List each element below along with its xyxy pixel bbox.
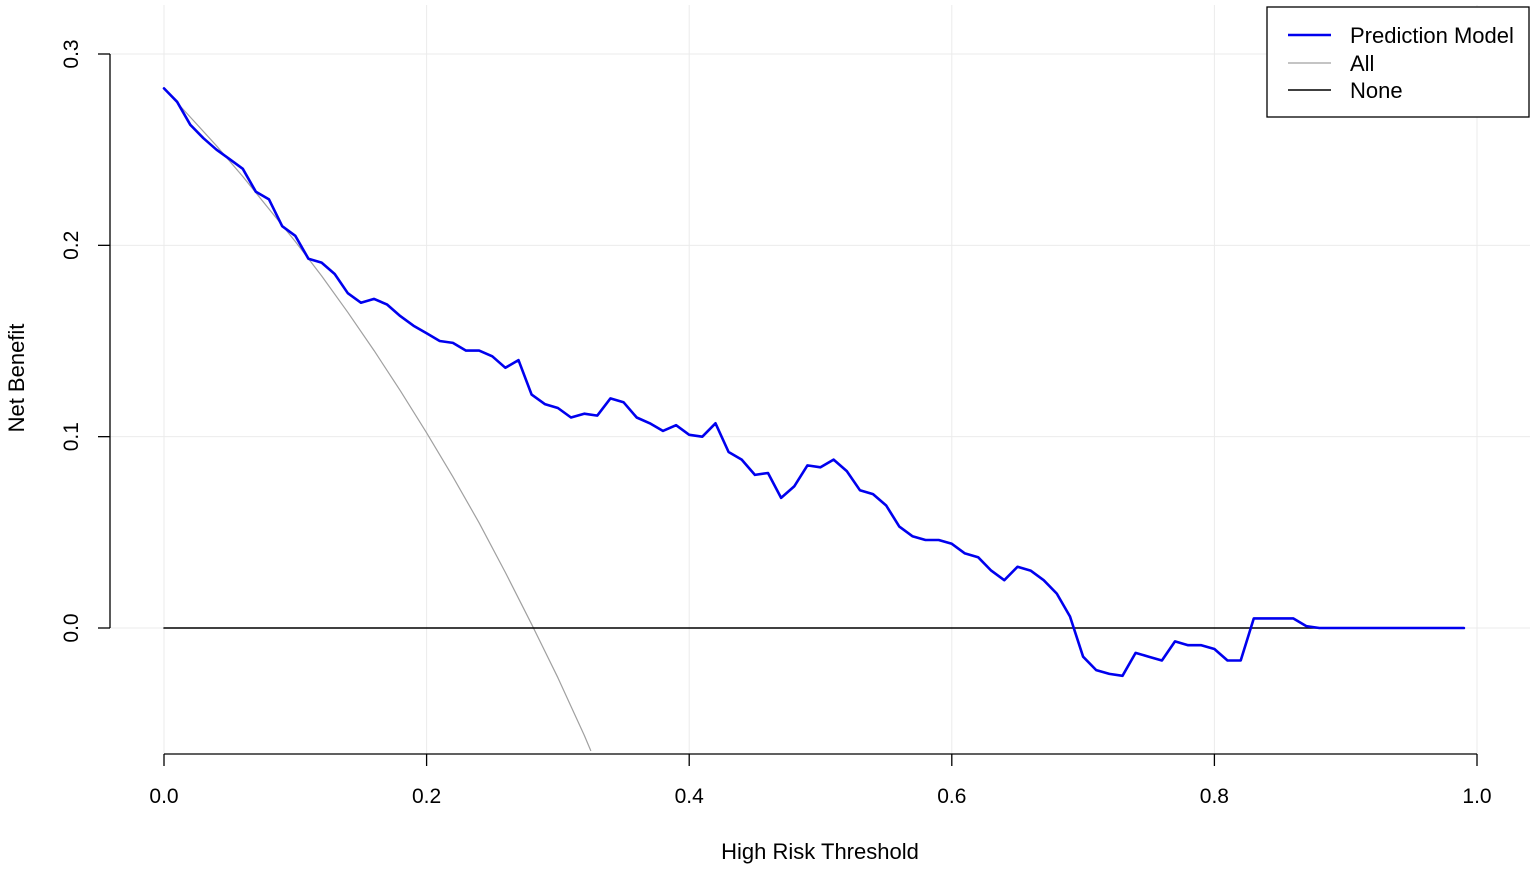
y-axis-title: Net Benefit <box>4 324 29 433</box>
x-tick-label: 0.0 <box>149 785 178 808</box>
x-tick-label: 0.2 <box>412 785 441 808</box>
y-tick-label: 0.2 <box>60 231 83 260</box>
legend-label: Prediction Model <box>1350 23 1514 48</box>
legend-label: All <box>1350 51 1374 76</box>
x-tick-label: 0.4 <box>675 785 705 808</box>
x-axis-ticks: 0.0 0.2 0.4 0.6 0.8 1.0 <box>149 754 1492 808</box>
legend-box <box>1266 6 1530 118</box>
y-tick-label: 0.3 <box>60 39 83 68</box>
series-lines <box>162 87 1466 752</box>
legend-label: None <box>1350 78 1403 103</box>
y-tick-label: 0.1 <box>60 422 83 451</box>
y-tick-label: 0.0 <box>60 613 83 642</box>
y-axis-ticks: 0.0 0.1 0.2 0.3 <box>60 39 110 643</box>
axes <box>109 54 1477 755</box>
x-tick-label: 0.6 <box>937 785 966 808</box>
series-line-all <box>163 87 592 752</box>
x-tick-label: 1.0 <box>1462 785 1491 808</box>
x-tick-label: 0.8 <box>1200 785 1229 808</box>
series-line-prediction-model <box>162 87 1466 678</box>
x-axis-title: High Risk Threshold <box>721 839 919 864</box>
